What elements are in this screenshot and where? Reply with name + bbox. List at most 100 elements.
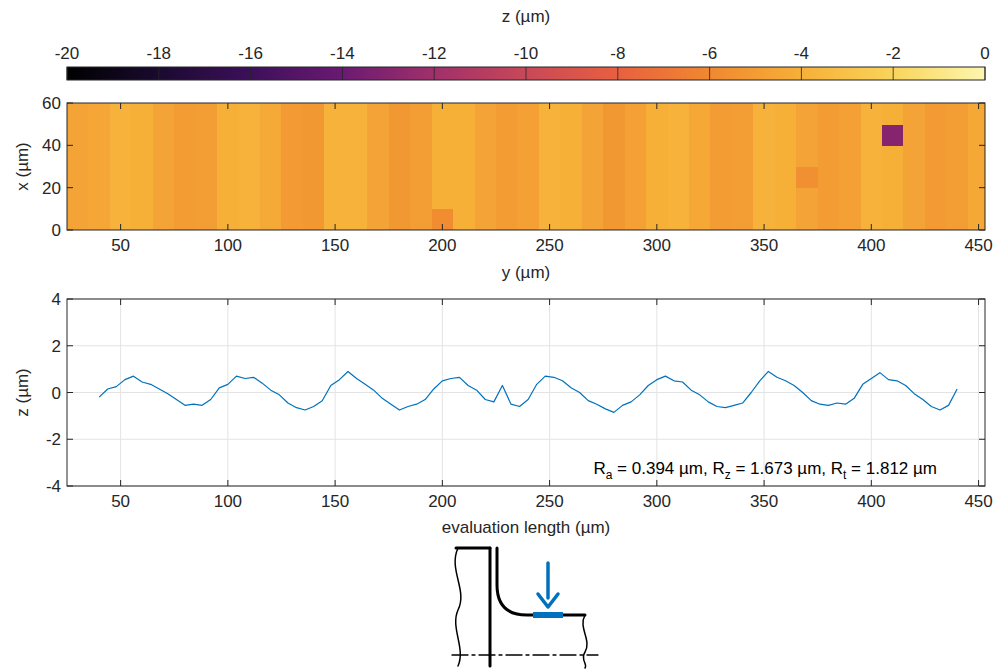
heat-cell [496, 209, 518, 230]
heat-cell [753, 103, 775, 125]
heat-cell [346, 145, 368, 167]
heat-cell [710, 188, 732, 210]
heat-cell [968, 124, 985, 146]
heat-cell [324, 145, 346, 167]
grid-line [67, 392, 985, 393]
x-tick-label: 250 [535, 492, 563, 511]
heat-cell [346, 209, 368, 230]
colorbar-tick-label: 0 [980, 44, 989, 63]
heat-cell [582, 124, 604, 146]
heat-cell [646, 145, 668, 167]
heat-cell [174, 167, 196, 189]
heat-cell [775, 209, 797, 230]
figure: 501001502002503003504004500204060y (µm)x… [0, 0, 1002, 671]
x-tick [764, 299, 765, 305]
colorbar-tick [617, 67, 618, 80]
heat-cell [710, 145, 732, 167]
heat-cell [88, 188, 110, 210]
y-tick [979, 103, 985, 104]
heat-cell [796, 209, 818, 230]
x-tick [335, 103, 336, 109]
colorbar-tick-label: -4 [794, 44, 809, 63]
heat-cell [453, 209, 475, 230]
heat-cell [903, 124, 925, 146]
y-tick [979, 187, 985, 188]
heatmap-cells [67, 103, 985, 230]
heat-cell [539, 124, 561, 146]
x-tick [227, 480, 228, 486]
y-tick [67, 439, 73, 440]
heat-cell [453, 167, 475, 189]
heat-cell [389, 209, 411, 230]
heat-cell [196, 188, 218, 210]
heat-cell [410, 167, 432, 189]
y-tick [979, 392, 985, 393]
heat-cell [775, 167, 797, 189]
heat-cell [475, 167, 497, 189]
heat-cell [517, 103, 539, 125]
heat-cell [217, 167, 239, 189]
heat-cell [324, 124, 346, 146]
y-tick [67, 187, 73, 188]
x-tick [978, 480, 979, 486]
y-tick-label: 4 [52, 290, 61, 309]
x-tick-label: 450 [964, 492, 992, 511]
y-tick-label: 2 [52, 337, 61, 356]
heat-cell [453, 188, 475, 210]
heat-cell [818, 167, 840, 189]
y-tick-label: 40 [42, 136, 61, 155]
heat-cell [67, 124, 89, 146]
y-tick [67, 145, 73, 146]
heat-cell [260, 103, 282, 125]
x-tick [227, 299, 228, 305]
colorbar-tick-label: -8 [610, 44, 625, 63]
heat-cell [560, 103, 582, 125]
roughness-annotation: Ra = 0.394 µm, Rz = 1.673 µm, Rt = 1.812… [593, 459, 937, 482]
heat-cell [753, 145, 775, 167]
heat-cell [410, 124, 432, 146]
x-tick [764, 224, 765, 230]
annotation-text: = 0.394 µm, [612, 459, 712, 478]
x-tick [656, 299, 657, 305]
y-tick-label: 60 [42, 94, 61, 113]
flange-top [456, 547, 490, 550]
heat-cell [818, 188, 840, 210]
x-tick-label: 100 [214, 236, 242, 255]
heat-cell [946, 209, 968, 230]
x-tick-label: 250 [535, 236, 563, 255]
shaft-contour [497, 548, 585, 615]
x-tick [120, 103, 121, 109]
heat-cell [668, 188, 690, 210]
heat-cell [110, 124, 132, 146]
heat-cell [153, 167, 175, 189]
heat-cell [668, 103, 690, 125]
colorbar-title: z (µm) [502, 7, 551, 26]
heat-cell [453, 145, 475, 167]
heat-cell [646, 209, 668, 230]
heat-cell [281, 124, 303, 146]
heat-cell [582, 145, 604, 167]
x-tick [227, 103, 228, 109]
x-tick [764, 480, 765, 486]
colorbar-tick [250, 67, 251, 80]
measure-arrow-head [538, 594, 558, 607]
y-tick [67, 345, 73, 346]
y-tick [979, 145, 985, 146]
x-tick [871, 299, 872, 305]
heat-cell [88, 145, 110, 167]
heat-cell [732, 103, 754, 125]
heat-cell [946, 145, 968, 167]
heat-cell [174, 124, 196, 146]
heat-cell [217, 209, 239, 230]
shaft-schematic [452, 548, 598, 668]
heat-cell [689, 124, 711, 146]
heat-cell [496, 167, 518, 189]
heat-cell [796, 124, 818, 146]
heat-cell [475, 188, 497, 210]
heat-cell [925, 188, 947, 210]
profile-line [99, 371, 957, 412]
heat-cell [346, 167, 368, 189]
heat-cell [646, 103, 668, 125]
heat-cell [260, 167, 282, 189]
heat-cell [110, 209, 132, 230]
